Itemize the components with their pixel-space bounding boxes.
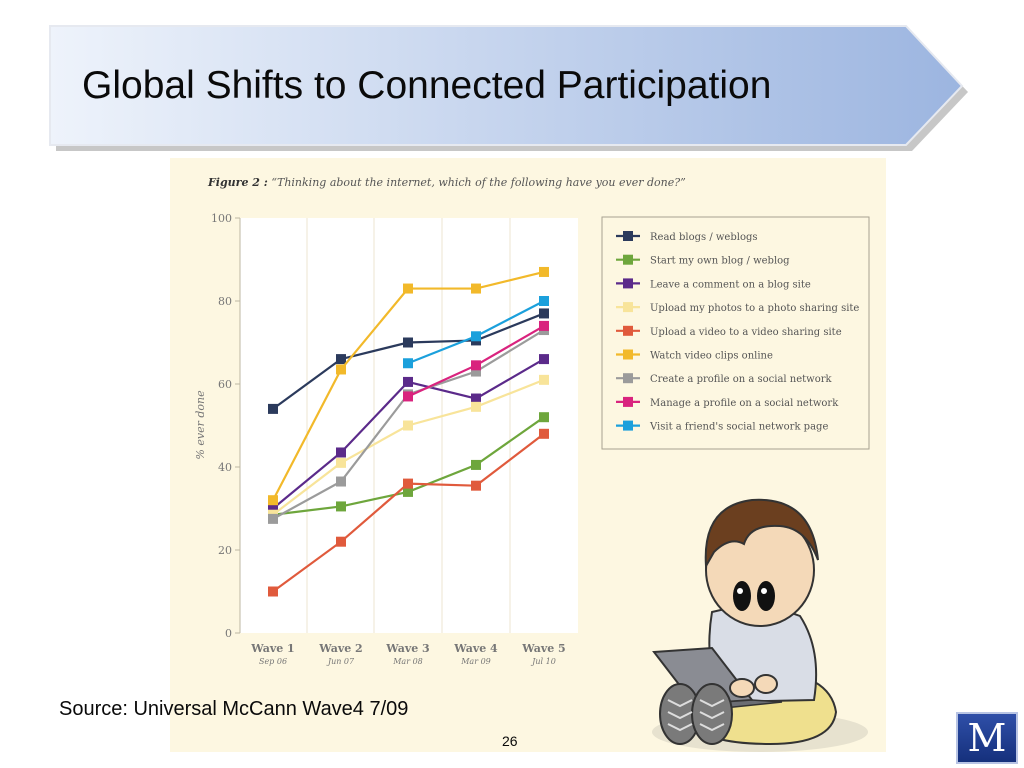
legend-box (601, 216, 870, 450)
x-tick-date-label: Jul 10 (530, 657, 556, 666)
data-point (539, 320, 549, 331)
title-banner (49, 25, 968, 151)
y-tick-label: 60 (218, 378, 232, 391)
y-tick-label: 20 (218, 544, 232, 557)
data-point (539, 354, 549, 365)
data-point (471, 360, 481, 371)
y-axis-label: % ever done (194, 390, 207, 460)
page-number: 26 (502, 733, 518, 749)
legend-entry: Manage a profile on a social network (650, 398, 839, 409)
legend-swatch-marker (623, 278, 633, 289)
slide-title: Global Shifts to Connected Participation (82, 64, 772, 107)
legend-entry: Create a profile on a social network (650, 374, 833, 385)
x-tick-label: Wave 2 (318, 642, 362, 655)
data-point (539, 308, 549, 319)
data-point (471, 393, 481, 404)
data-point (403, 391, 413, 402)
data-point (336, 354, 346, 365)
legend-entry: Visit a friend's social network page (649, 422, 828, 433)
data-point (336, 457, 346, 468)
data-point (403, 486, 413, 497)
data-point (539, 374, 549, 385)
x-tick-date-label: Mar 08 (392, 657, 423, 666)
y-tick-label: 40 (218, 461, 232, 474)
legend-swatch-marker (623, 373, 633, 384)
figure-question: “Thinking about the internet, which of t… (271, 176, 686, 189)
data-point (403, 420, 413, 431)
mccann-logo: M (956, 712, 1018, 764)
data-point (539, 296, 549, 306)
data-point (471, 331, 481, 342)
x-tick-label: Wave 4 (453, 642, 498, 655)
data-point (403, 376, 413, 387)
legend-entry: Read blogs / weblogs (650, 232, 758, 243)
data-point (539, 266, 549, 277)
x-tick-label: Wave 1 (250, 642, 294, 655)
data-point (471, 283, 481, 294)
data-point (336, 447, 346, 458)
legend-swatch-marker (623, 254, 633, 265)
data-point (268, 503, 278, 514)
legend-swatch-marker (623, 325, 633, 336)
data-point (268, 586, 278, 597)
legend-swatch-marker (623, 349, 633, 360)
data-point (268, 403, 278, 414)
legend-entry: Leave a comment on a blog site (650, 279, 811, 290)
legend-entry: Upload a video to a video sharing site (650, 327, 842, 338)
data-point (539, 412, 549, 423)
data-point (539, 428, 549, 439)
y-tick-label: 100 (211, 212, 232, 225)
legend-swatch-marker (623, 231, 633, 241)
data-point (336, 536, 346, 547)
legend-entry: Start my own blog / weblog (650, 256, 790, 267)
data-point (268, 513, 278, 524)
x-tick-date-label: Jun 07 (326, 657, 355, 666)
data-point (403, 337, 413, 348)
data-point (471, 401, 481, 412)
y-tick-label: 0 (225, 627, 232, 640)
legend-swatch-marker (623, 420, 633, 431)
figure-label: Figure 2 : (208, 176, 268, 189)
data-point (471, 480, 481, 491)
source-note: Source: Universal McCann Wave4 7/09 (59, 698, 409, 720)
figure-caption: Figure 2 : “Thinking about the internet,… (208, 176, 686, 189)
legend-entry: Upload my photos to a photo sharing site (650, 303, 859, 314)
data-point (336, 476, 346, 487)
data-point (471, 366, 481, 377)
data-point (403, 478, 413, 489)
legend-entry: Watch video clips online (650, 351, 773, 362)
y-tick-label: 80 (218, 295, 232, 308)
data-point (471, 459, 481, 470)
legend-swatch-marker (623, 302, 633, 313)
data-point (403, 358, 413, 369)
data-point (336, 364, 346, 375)
x-tick-date-label: Mar 09 (460, 657, 491, 666)
data-point (336, 501, 346, 512)
data-point (403, 283, 413, 294)
data-point (268, 495, 278, 506)
x-tick-date-label: Sep 06 (259, 657, 287, 666)
x-tick-label: Wave 3 (385, 642, 429, 655)
legend-swatch-marker (623, 396, 633, 407)
x-tick-label: Wave 5 (521, 642, 565, 655)
